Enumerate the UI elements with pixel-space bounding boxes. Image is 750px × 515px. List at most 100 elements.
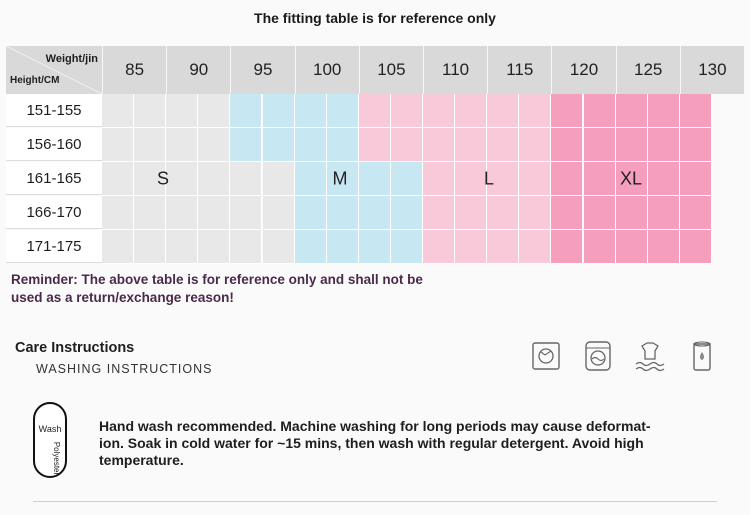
- size-label: M: [332, 168, 348, 189]
- size-zone-cell: [423, 94, 456, 128]
- weight-axis-label: Weight/jin: [45, 53, 98, 65]
- size-zone-cell: [326, 162, 359, 196]
- height-row-header: 156-160: [6, 128, 102, 161]
- size-zone-cell: [615, 94, 648, 128]
- size-zone-cell: [102, 196, 135, 230]
- size-zone-cell: [262, 230, 295, 264]
- size-zone-cell: [326, 230, 359, 264]
- reminder-note: Reminder: The above table is for referen…: [11, 272, 423, 305]
- size-zone-cell: [679, 230, 712, 264]
- height-row-header: 161-165: [6, 162, 102, 195]
- weight-column-header: 110: [423, 46, 488, 94]
- size-zone-cell: [166, 230, 199, 264]
- size-zone-cell: [647, 128, 680, 162]
- size-zone-cell: [583, 162, 616, 196]
- size-zone-cell: [647, 196, 680, 230]
- size-zone-cell: [166, 94, 199, 128]
- size-zone-cell: [102, 230, 135, 264]
- size-zone-cell: [390, 230, 423, 264]
- weight-column-header: 100: [294, 46, 359, 94]
- size-zone-cell: [166, 128, 199, 162]
- size-zone-cell: [230, 162, 263, 196]
- size-zone-cell: [230, 230, 263, 264]
- size-zone-cell: [358, 196, 391, 230]
- size-zone-cell: [551, 230, 584, 264]
- height-row-header: 171-175: [6, 230, 102, 263]
- size-zone-cell: [423, 196, 456, 230]
- size-zone-cell: [679, 162, 712, 196]
- size-zone-cell: [230, 94, 263, 128]
- size-zone-cell: [390, 94, 423, 128]
- size-zone-cell: [358, 230, 391, 264]
- washing-machine-icon: [580, 338, 616, 374]
- size-zone-cell: [647, 162, 680, 196]
- tag-material-label: Polyester: [52, 441, 62, 476]
- size-zone-cell: [487, 196, 520, 230]
- size-zone-cell: [583, 94, 616, 128]
- size-zone-cell: [102, 128, 135, 162]
- size-zone-cell: [615, 230, 648, 264]
- fitting-table-title: The fitting table is for reference only: [254, 10, 496, 26]
- size-zone-cell: [198, 230, 231, 264]
- size-zone-cell: [455, 128, 488, 162]
- size-zone-cell: [423, 128, 456, 162]
- size-zone-cell: [615, 196, 648, 230]
- size-zone-cell: [230, 128, 263, 162]
- weight-column-header: 90: [166, 46, 231, 94]
- size-zone-cell: [455, 230, 488, 264]
- wash-instruction-text: Hand wash recommended. Machine washing f…: [99, 418, 651, 468]
- care-icons: [528, 338, 718, 376]
- size-zone-cell: [198, 128, 231, 162]
- height-row-header: 166-170: [6, 196, 102, 229]
- size-label: S: [156, 168, 170, 189]
- size-zone-cell: [134, 94, 167, 128]
- size-zone-cell: [551, 196, 584, 230]
- size-zone-cell: [615, 128, 648, 162]
- weight-column-header: 85: [102, 46, 167, 94]
- size-zone-cell: [262, 128, 295, 162]
- size-label: L: [483, 168, 495, 189]
- size-zone-cell: [294, 128, 327, 162]
- size-zone-cell: [262, 94, 295, 128]
- size-zone-cell: [326, 94, 359, 128]
- weight-column-header: 120: [551, 46, 616, 94]
- size-zone-cell: [679, 128, 712, 162]
- height-axis-label: Height/CM: [10, 75, 60, 86]
- tumble-dry-icon: [528, 338, 564, 374]
- size-label: XL: [619, 168, 643, 189]
- size-zone-cell: [647, 94, 680, 128]
- size-zone-cell: [166, 162, 199, 196]
- size-zone-cell: [390, 128, 423, 162]
- size-zone-cell: [679, 94, 712, 128]
- size-zone-cell: [583, 196, 616, 230]
- size-zone-cell: [679, 196, 712, 230]
- size-zone-cell: [487, 94, 520, 128]
- size-zone-cell: [519, 230, 552, 264]
- size-zone-cell: [390, 162, 423, 196]
- tag-wash-label: Wash: [38, 424, 62, 434]
- size-zone-cell: [134, 162, 167, 196]
- size-zone-cell: [358, 128, 391, 162]
- size-zone-cell: [326, 128, 359, 162]
- size-zone-cell: [647, 230, 680, 264]
- table-corner-header: Weight/jin Height/CM: [6, 46, 102, 94]
- corner-diagonal-line: [6, 46, 102, 94]
- size-zone-cell: [294, 162, 327, 196]
- size-zone-cell: [423, 230, 456, 264]
- size-zone-cell: [230, 196, 263, 230]
- size-chart: Weight/jin Height/CM 85 90 95 100 105 110 115 1…: [6, 46, 744, 264]
- hand-wash-icon: [632, 338, 668, 374]
- size-zone-cell: [423, 162, 456, 196]
- height-row-header: 151-155: [6, 94, 102, 127]
- size-zone-cell: [358, 162, 391, 196]
- size-zone-cell: [519, 196, 552, 230]
- bottom-divider: [33, 501, 717, 502]
- weight-column-header: 125: [615, 46, 680, 94]
- size-zone-cell: [615, 162, 648, 196]
- weight-column-header: 105: [358, 46, 423, 94]
- size-zone-cell: [358, 94, 391, 128]
- size-zone-cell: [519, 128, 552, 162]
- size-zone-cell: [294, 230, 327, 264]
- care-instructions-title: Care Instructions: [15, 340, 135, 356]
- size-zone-cell: [487, 128, 520, 162]
